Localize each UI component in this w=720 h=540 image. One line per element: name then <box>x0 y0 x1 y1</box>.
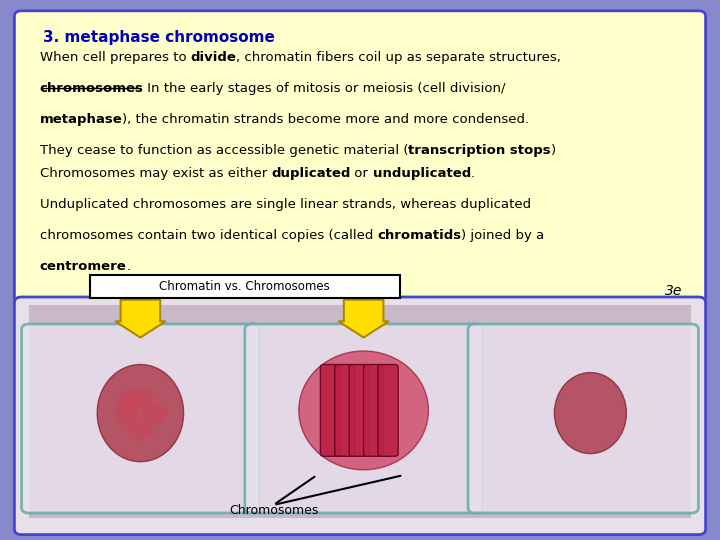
Text: .: . <box>126 260 130 273</box>
FancyBboxPatch shape <box>90 275 400 298</box>
Text: chromatids: chromatids <box>377 229 462 242</box>
FancyArrow shape <box>338 300 389 338</box>
Text: chromosomes contain two identical copies (called: chromosomes contain two identical copies… <box>40 229 377 242</box>
Ellipse shape <box>128 418 153 440</box>
FancyBboxPatch shape <box>468 324 698 513</box>
Ellipse shape <box>299 351 428 470</box>
FancyBboxPatch shape <box>29 305 691 518</box>
Ellipse shape <box>128 386 153 408</box>
Text: ) joined by a: ) joined by a <box>462 229 544 242</box>
Text: Chromosomes may exist as either: Chromosomes may exist as either <box>40 167 271 180</box>
Text: or: or <box>351 167 373 180</box>
Text: Chromosomes: Chromosomes <box>229 504 318 517</box>
FancyBboxPatch shape <box>14 297 706 535</box>
FancyBboxPatch shape <box>245 324 482 513</box>
Text: unduplicated: unduplicated <box>373 167 471 180</box>
Text: ): ) <box>551 144 556 157</box>
Text: divide: divide <box>191 51 236 64</box>
FancyBboxPatch shape <box>335 364 355 456</box>
FancyBboxPatch shape <box>378 364 398 456</box>
Ellipse shape <box>554 373 626 454</box>
Text: In the early stages of mitosis or meiosis (cell division/: In the early stages of mitosis or meiosi… <box>143 82 506 95</box>
FancyBboxPatch shape <box>364 364 384 456</box>
Ellipse shape <box>114 402 139 424</box>
Text: metaphase: metaphase <box>40 113 122 126</box>
Text: .: . <box>471 167 475 180</box>
Text: When cell prepares to: When cell prepares to <box>40 51 191 64</box>
Ellipse shape <box>97 364 184 462</box>
Text: 3e: 3e <box>665 284 682 298</box>
Text: duplicated: duplicated <box>271 167 351 180</box>
Text: transcription stops: transcription stops <box>408 144 551 157</box>
FancyBboxPatch shape <box>320 364 341 456</box>
Text: centromere: centromere <box>40 260 126 273</box>
Text: , chromatin fibers coil up as separate structures,: , chromatin fibers coil up as separate s… <box>236 51 561 64</box>
FancyBboxPatch shape <box>22 324 259 513</box>
Ellipse shape <box>143 402 167 424</box>
Text: 3. metaphase chromosome: 3. metaphase chromosome <box>43 30 275 45</box>
Text: chromosomes: chromosomes <box>40 82 143 95</box>
FancyArrow shape <box>115 300 166 338</box>
Ellipse shape <box>117 392 142 413</box>
Text: Unduplicated chromosomes are single linear strands, whereas duplicated: Unduplicated chromosomes are single line… <box>40 198 531 211</box>
Text: ), the chromatin strands become more and more condensed.: ), the chromatin strands become more and… <box>122 113 529 126</box>
Text: They cease to function as accessible genetic material (: They cease to function as accessible gen… <box>40 144 408 157</box>
FancyBboxPatch shape <box>349 364 369 456</box>
FancyBboxPatch shape <box>14 11 706 302</box>
Text: Chromatin vs. Chromosomes: Chromatin vs. Chromosomes <box>159 280 330 293</box>
